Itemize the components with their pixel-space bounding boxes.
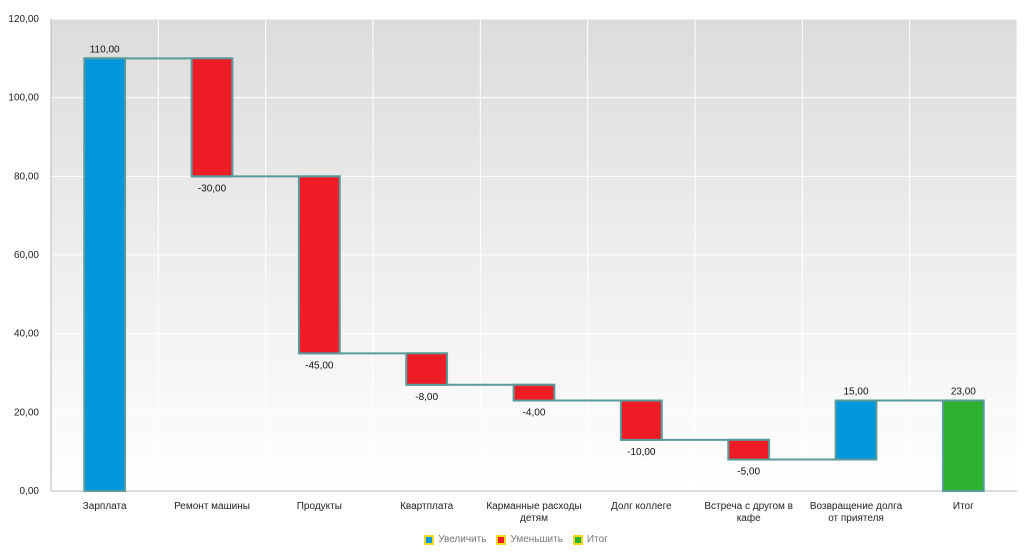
bar-decrease[interactable] (190, 57, 234, 178)
bar-increase[interactable] (834, 399, 878, 461)
data-label: -10,00 (627, 447, 656, 458)
data-label: -30,00 (198, 183, 227, 194)
data-label: -45,00 (305, 360, 334, 371)
data-label: -5,00 (737, 467, 760, 478)
bar-decrease[interactable] (297, 175, 341, 355)
data-labels: 110,00 -30,00 -45,00 -8,00 -4,00 -10,00 -5,00 1… (90, 44, 977, 477)
bars (83, 57, 985, 492)
x-tick-label: Квартплата (400, 501, 454, 512)
bar-total[interactable] (941, 399, 985, 492)
data-label: -8,00 (415, 392, 438, 403)
x-tick-label: Продукты (297, 501, 342, 512)
bar-decrease[interactable] (727, 438, 771, 461)
data-label: 15,00 (843, 387, 868, 398)
axes: 0,00 20,00 40,00 60,00 80,00 100,00 120,00 Зарп… (8, 14, 1017, 524)
x-tick-label: Долг коллеге (611, 501, 672, 512)
y-tick-label: 120,00 (8, 14, 39, 25)
x-tick-label: Возвращение долга (810, 501, 903, 512)
y-tick-label: 40,00 (14, 329, 39, 340)
legend-item-increase[interactable]: Увеличить (424, 534, 486, 545)
legend-label-total: Итог (586, 534, 608, 545)
y-tick-label: 20,00 (14, 407, 39, 418)
x-tick-label: Ремонт машины (174, 501, 250, 512)
legend-item-decrease[interactable]: Уменьшить (496, 534, 563, 545)
bar-decrease[interactable] (512, 383, 556, 402)
legend-swatch-decrease (496, 534, 507, 545)
x-tick-label: детям (520, 513, 548, 524)
y-tick-label: 0,00 (20, 486, 40, 497)
x-tick-label: от приятеля (828, 513, 884, 524)
legend: Увеличить Уменьшить Итог (0, 534, 1032, 545)
x-tick-label: кафе (737, 512, 761, 524)
legend-label-increase: Увеличить (438, 534, 487, 545)
legend-swatch-increase (424, 534, 435, 545)
data-label: 23,00 (951, 387, 976, 398)
data-label: -4,00 (523, 408, 546, 419)
x-tick-label: Карманные расходы (486, 501, 581, 512)
bar-decrease[interactable] (619, 399, 663, 441)
y-tick-label: 100,00 (8, 93, 39, 104)
legend-label-decrease: Уменьшить (510, 534, 563, 545)
legend-item-total[interactable]: Итог (572, 534, 608, 545)
waterfall-chart: 0,00 20,00 40,00 60,00 80,00 100,00 120,00 Зарп… (8, 14, 1018, 524)
bar-increase[interactable] (83, 57, 127, 492)
y-tick-label: 60,00 (14, 250, 39, 261)
bar-decrease[interactable] (405, 352, 449, 386)
y-tick-label: 80,00 (14, 171, 39, 182)
x-tick-label: Итог (953, 501, 974, 512)
data-label: 110,00 (90, 44, 120, 55)
x-tick-label: Встреча с другом в (704, 501, 793, 512)
x-tick-label: Зарплата (83, 501, 127, 512)
legend-swatch-total (572, 534, 583, 545)
